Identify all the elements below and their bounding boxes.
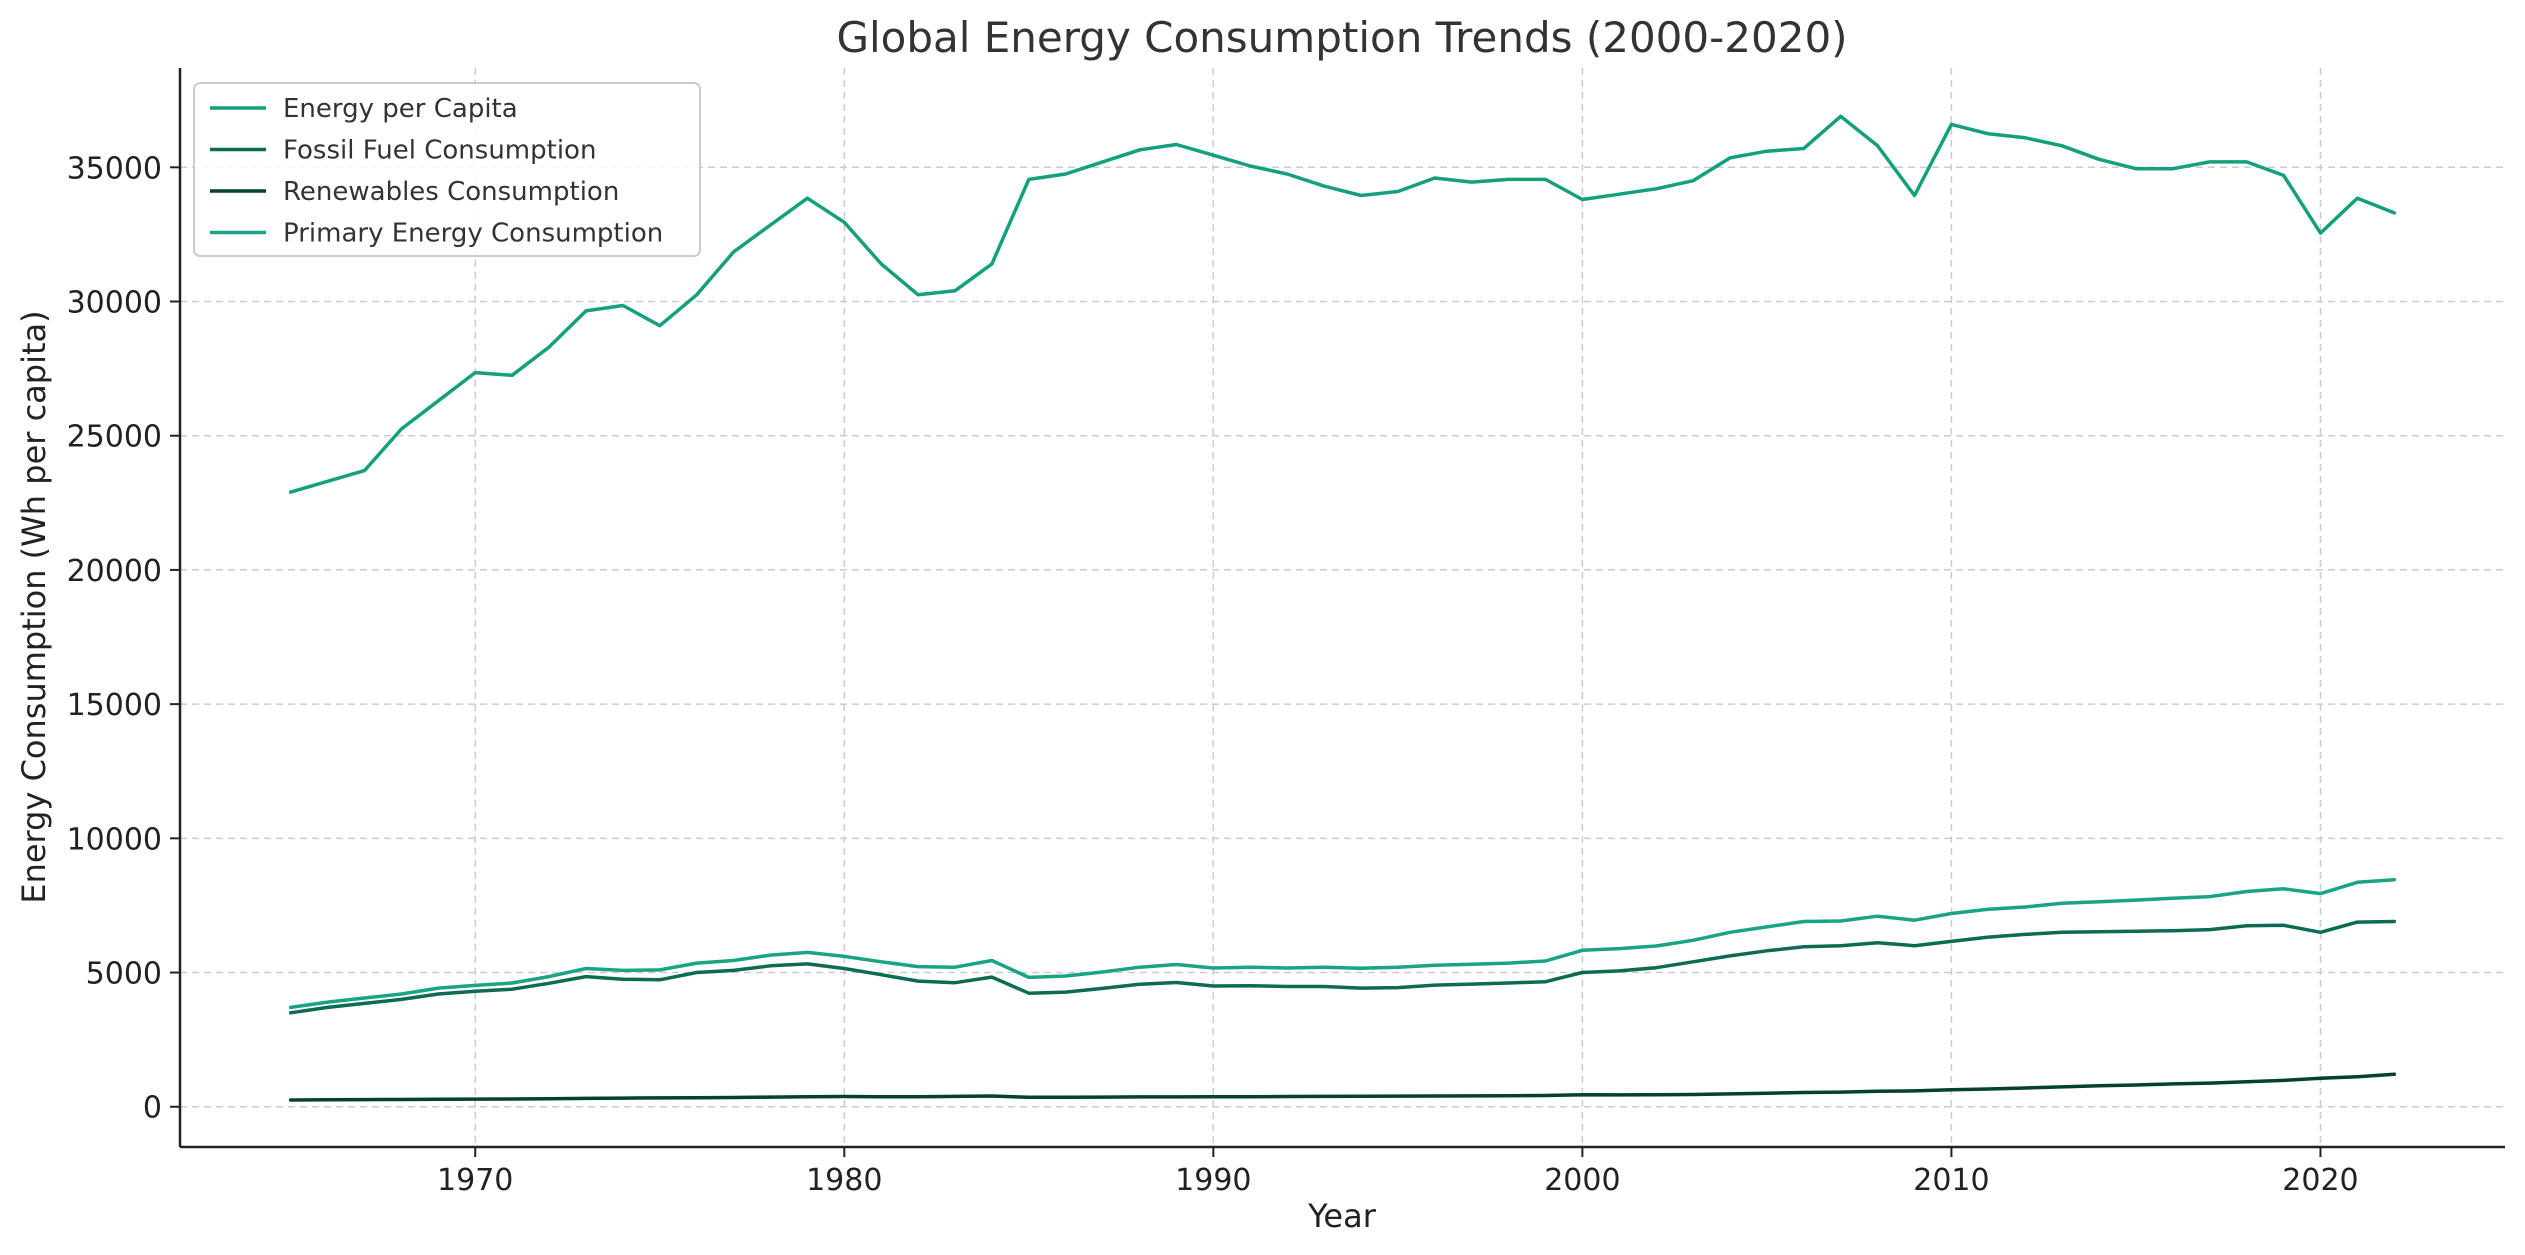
series-line-energy-per-capita bbox=[288, 114, 2397, 494]
y-tick-label: 0 bbox=[143, 1091, 162, 1126]
y-tick-label: 35000 bbox=[67, 151, 162, 186]
legend-label-energy-per-capita: Energy per Capita bbox=[283, 94, 518, 124]
y-axis-label: Energy Consumption (Wh per capita) bbox=[15, 310, 53, 903]
x-axis-label: Year bbox=[1307, 1197, 1377, 1235]
legend-label-fossil-fuel-consumption: Fossil Fuel Consumption bbox=[283, 136, 596, 166]
legend-label-renewables-consumption: Renewables Consumption bbox=[283, 177, 619, 207]
series-line-renewables-consumption bbox=[288, 1072, 2397, 1102]
x-tick-label: 2020 bbox=[2282, 1163, 2358, 1198]
y-tick-label: 15000 bbox=[67, 688, 162, 723]
legend-label-primary-energy-consumption: Primary Energy Consumption bbox=[283, 219, 663, 249]
x-tick-label: 1970 bbox=[437, 1163, 513, 1198]
x-tick-label: 1980 bbox=[806, 1163, 882, 1198]
series-line-primary-energy-consumption bbox=[288, 877, 2397, 1010]
y-tick-label: 5000 bbox=[86, 957, 162, 992]
legend-box bbox=[193, 82, 701, 257]
y-tick-label: 30000 bbox=[67, 286, 162, 321]
axes bbox=[178, 68, 2505, 1149]
y-ticks: 0 5000 10000 15000 20000 25000 30000 35000 bbox=[67, 151, 180, 1126]
y-tick-label: 10000 bbox=[67, 822, 162, 857]
series-line-fossil-fuel-consumption bbox=[288, 919, 2397, 1015]
x-tick-label: 2010 bbox=[1913, 1163, 1989, 1198]
x-ticks: 1970 1980 1990 2000 2010 2020 bbox=[437, 1147, 2359, 1198]
chart-title: Global Energy Consumption Trends (2000-2… bbox=[836, 13, 1847, 62]
x-tick-label: 1990 bbox=[1175, 1163, 1251, 1198]
y-tick-label: 25000 bbox=[67, 420, 162, 455]
series-lines bbox=[288, 114, 2397, 1102]
legend: Energy per Capita Fossil Fuel Consumption… bbox=[193, 82, 701, 257]
y-tick-label: 20000 bbox=[67, 554, 162, 589]
x-tick-label: 2000 bbox=[1544, 1163, 1620, 1198]
